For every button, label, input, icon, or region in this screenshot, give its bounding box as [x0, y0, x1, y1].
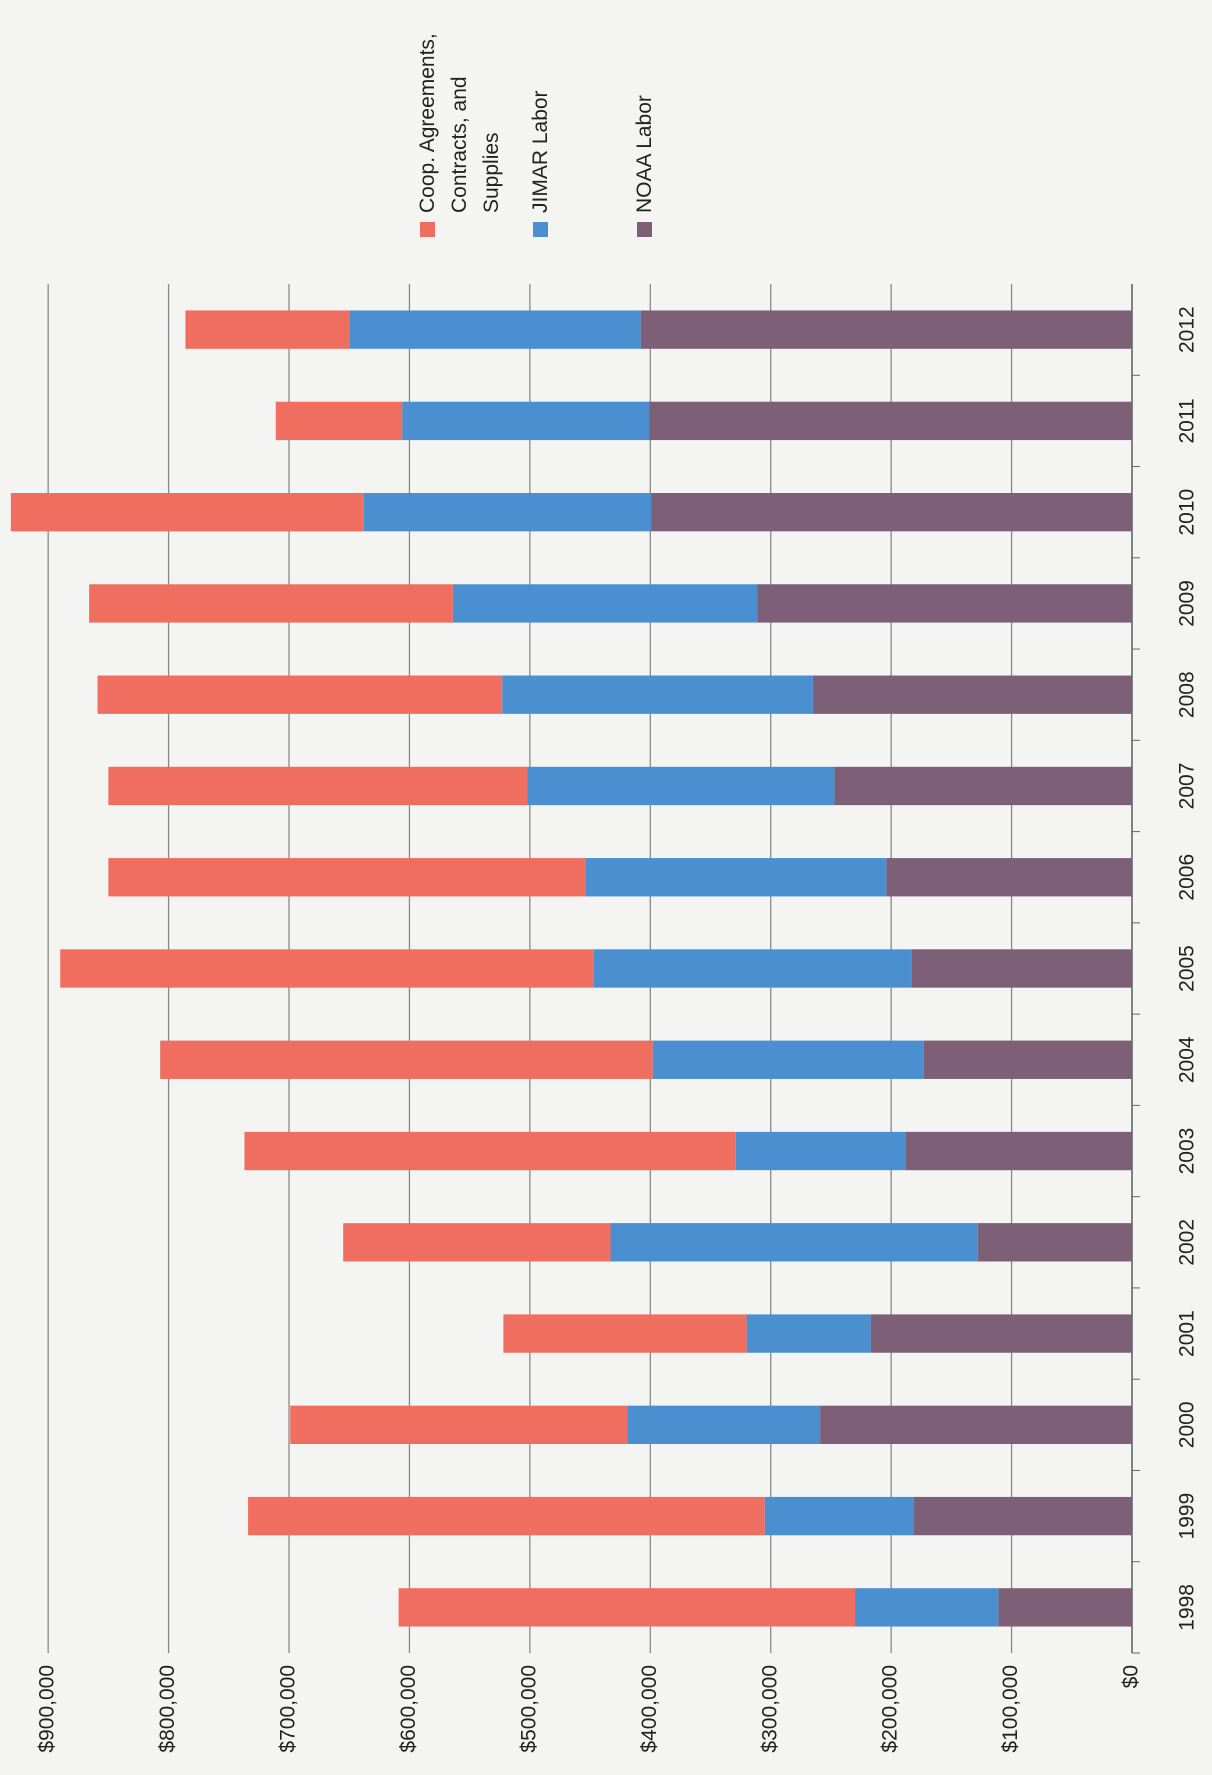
rotated-chart: $0 $100,000 $200,000 $300,000 $400,000 $500,0…: [10, 27, 1199, 1753]
x-tick-label: 2002: [1176, 1219, 1199, 1266]
bar-segment: [812, 675, 1132, 714]
bar-segment: [503, 1314, 747, 1353]
bar-segment: [905, 1131, 1132, 1171]
y-tick-label: $700,000: [277, 1665, 300, 1753]
bar-segment: [97, 675, 503, 714]
bar-segment: [627, 1405, 821, 1444]
bar-segment: [185, 310, 350, 349]
legend-label: JIMAR Labor: [529, 90, 552, 213]
bar-segment: [60, 949, 594, 988]
bar-segment: [820, 1405, 1133, 1444]
bar-segment: [855, 1588, 999, 1627]
y-tick-label: $300,000: [758, 1665, 781, 1753]
bar-segment: [290, 1405, 628, 1444]
bar-segment: [527, 766, 835, 806]
x-tick-label: 2000: [1176, 1401, 1199, 1448]
bar-segment: [651, 493, 1132, 532]
y-tick-label: $600,000: [397, 1665, 420, 1753]
x-tick-label: 2006: [1176, 854, 1199, 901]
bar-segment: [248, 1496, 765, 1536]
x-tick-label: 1998: [1176, 1584, 1199, 1631]
bar-segment: [998, 1588, 1132, 1627]
bar-segment: [502, 675, 813, 714]
x-tick-label: 2010: [1176, 489, 1199, 536]
bar-segment: [108, 858, 586, 897]
bar-segment: [275, 401, 403, 441]
bar-segment: [452, 584, 758, 623]
bar-segment: [363, 493, 652, 532]
y-tick-label: $900,000: [36, 1665, 59, 1753]
y-tick-label: $100,000: [999, 1665, 1022, 1753]
x-tick-label: 1999: [1176, 1493, 1199, 1540]
legend-label: Coop. Agreements, Contracts, and Supplie…: [416, 27, 503, 213]
bar-segment: [914, 1496, 1132, 1536]
bar-segment: [834, 766, 1132, 806]
bar-segment: [585, 858, 887, 897]
bar-segment: [343, 1223, 611, 1262]
bar-segment: [886, 858, 1132, 897]
bar-segment: [244, 1131, 736, 1171]
bar-segment: [923, 1040, 1132, 1079]
bar-segment: [977, 1223, 1133, 1262]
bar-segment: [398, 1588, 856, 1627]
bar-segment: [89, 584, 453, 623]
bar-segment: [757, 584, 1133, 623]
y-tick-label: $400,000: [638, 1665, 661, 1753]
x-tick-label: 2007: [1176, 763, 1199, 810]
x-tick-label: 2003: [1176, 1128, 1199, 1175]
bar-segment: [610, 1223, 978, 1262]
legend-swatch: [637, 222, 652, 237]
y-tick-label: $200,000: [879, 1665, 902, 1753]
legend-swatch: [533, 222, 548, 237]
x-tick-label: 2001: [1176, 1310, 1199, 1357]
x-tick-label: 2005: [1176, 945, 1199, 992]
legend-swatch: [420, 222, 435, 237]
x-tick-label: 2009: [1176, 580, 1199, 627]
bar-segment: [402, 401, 650, 441]
bar-segment: [870, 1314, 1132, 1353]
x-tick-label: 2008: [1176, 671, 1199, 718]
legend-label: NOAA Labor: [633, 95, 656, 213]
y-tick-label: $800,000: [156, 1665, 179, 1753]
bar-segment: [911, 949, 1132, 988]
bar-segment: [160, 1040, 653, 1079]
bar-segment: [108, 766, 528, 806]
x-tick-label: 2012: [1176, 306, 1199, 353]
bar-segment: [649, 401, 1132, 441]
x-tick-label: 2004: [1176, 1036, 1199, 1083]
x-tick-label: 2011: [1176, 398, 1199, 443]
bar-segment: [652, 1040, 924, 1079]
bar-segment: [764, 1496, 915, 1536]
bar-segment: [593, 949, 912, 988]
bar-segment: [746, 1314, 871, 1353]
bar-segment: [735, 1131, 906, 1171]
y-tick-label: $0: [1120, 1665, 1143, 1688]
bar-segment: [10, 493, 364, 532]
bar-segment: [349, 310, 641, 349]
y-tick-label: $500,000: [517, 1665, 540, 1753]
bar-segment: [640, 310, 1132, 349]
